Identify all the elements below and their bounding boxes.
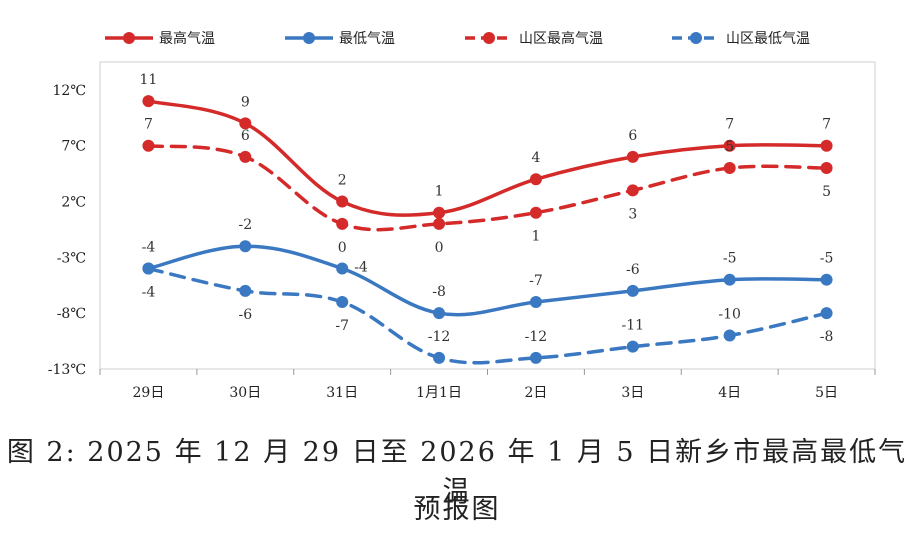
data-label: 7 [822,117,831,133]
x-tick-label: 29日 [133,385,165,401]
legend-label: 山区最高气温 [519,30,603,47]
data-label: -4 [142,240,156,256]
data-point [820,273,833,286]
y-tick-label: -8℃ [57,306,86,322]
data-label: -2 [238,217,252,233]
data-point [723,329,736,342]
data-point [529,351,542,364]
data-point [433,206,446,219]
data-point [142,139,155,152]
data-point [142,262,155,275]
data-point [723,162,736,175]
series-line [146,244,829,317]
temperature-chart: 最高气温 最低气温 山区最高气温 山区最低气温 12℃7℃2℃-3℃-8℃-13℃29… [48,30,876,401]
x-tick-label: 1月1日 [416,385,462,401]
data-point [820,162,833,175]
data-label: -4 [354,260,368,276]
data-point [336,262,349,275]
legend-label: 最高气温 [159,30,215,47]
data-point [433,351,446,364]
y-tick-label: 2℃ [61,195,86,211]
data-label: 4 [531,150,540,166]
data-label: 11 [140,72,158,88]
data-point [529,296,542,309]
legend-marker [483,32,495,44]
data-point [820,307,833,320]
data-point [336,296,349,309]
data-point [723,273,736,286]
legend-marker [690,32,702,44]
x-tick-label: 2日 [524,385,547,401]
x-tick-label: 3日 [621,385,644,401]
data-label: 1 [435,184,444,200]
data-label: -6 [626,262,640,278]
data-label: 6 [628,128,637,144]
data-label: -8 [432,284,446,300]
y-tick-label: -13℃ [48,362,86,378]
data-label: 3 [628,206,637,222]
data-label: 2 [338,173,347,189]
data-point [433,307,446,320]
data-label: 7 [144,117,153,133]
x-tick-label: 31日 [326,385,358,401]
series-line [146,99,829,217]
data-point [626,340,639,353]
data-label: 0 [435,240,444,256]
y-tick-label: 12℃ [53,83,86,99]
series-line [146,266,829,365]
data-label: 5 [725,139,734,155]
data-label: -12 [525,329,548,345]
data-point [239,150,252,163]
data-point [626,284,639,297]
data-label: -6 [238,307,252,323]
data-point [529,206,542,219]
data-label: 0 [338,240,347,256]
y-tick-label: -3℃ [57,250,86,266]
data-label: -12 [428,329,451,345]
y-tick-label: 7℃ [61,139,86,155]
x-tick-label: 4日 [718,385,741,401]
data-label: 7 [725,117,734,133]
data-label: -10 [718,307,741,323]
legend-label: 山区最低气温 [726,31,810,47]
x-tick-label: 5日 [815,385,838,401]
axes: 12℃ 7℃ 2℃ -3℃ -8℃ -13℃ 29日 30日 31日 1月1日 2日 3日 4日 5日 [48,83,876,401]
data-point [336,195,349,208]
data-point [529,173,542,186]
data-point [723,139,736,152]
legend-label: 最低气温 [339,31,395,47]
data-label: -7 [529,273,543,289]
x-tick-label: 30日 [229,385,261,401]
data-label: 9 [241,94,250,110]
data-point [239,284,252,297]
data-point [336,217,349,230]
data-label: -5 [723,251,737,267]
data-point [433,217,446,230]
data-label: -5 [820,251,834,267]
figure-caption-continued: 预报图 [413,494,501,525]
series-line [146,143,829,232]
data-label: -8 [820,329,834,345]
data-labels: 11 9 2 1 4 6 7 7 -4 -2 -4 -8 -7 -6 -5 -5 7 6 0 0 1 3 5 5 -4 -6 -7 -… [140,72,834,345]
data-point [820,139,833,152]
data-point [239,240,252,253]
legend-marker [303,32,315,44]
data-label: 6 [241,128,250,144]
plot-frame [99,61,876,370]
legend-marker [123,32,135,44]
data-point [142,95,155,108]
data-label: -11 [622,318,645,334]
series-points [142,95,833,364]
figure-caption: 图 2: 2025 年 12 月 29 日至 2026 年 1 月 5 日新乡市… [6,437,908,507]
data-label: -7 [335,318,349,334]
data-point [239,117,252,130]
data-label: -4 [142,285,156,301]
data-point [626,150,639,163]
data-label: 1 [531,229,540,245]
data-point [626,184,639,197]
series-lines [146,99,829,365]
data-label: 5 [822,184,831,200]
legend: 最高气温 最低气温 山区最高气温 山区最低气温 [105,30,810,47]
